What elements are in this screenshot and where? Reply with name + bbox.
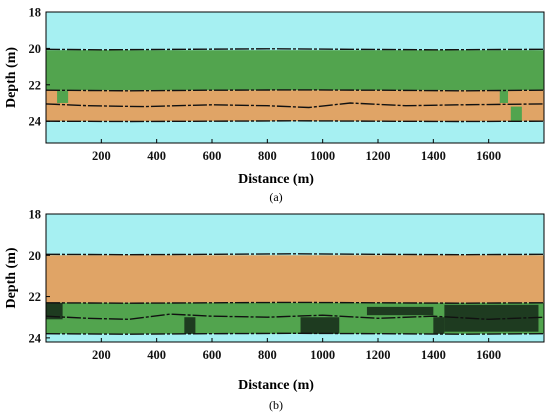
y-tick-label: 24 (29, 331, 42, 345)
boundary-line-b-2 (45, 313, 545, 321)
y-tick-label: 18 (29, 6, 42, 20)
boundary-line-a-1 (45, 89, 545, 92)
y-tick-label: 20 (29, 42, 42, 56)
caption-b: (b) (269, 398, 283, 412)
plot-frame-a (45, 11, 545, 144)
layer-dark-b-7 (366, 306, 434, 316)
x-tick-label: 200 (92, 348, 111, 362)
x-tick-label: 1000 (310, 348, 335, 362)
boundary-line-a-2 (45, 102, 545, 109)
layer-dark-b-4 (300, 317, 340, 334)
layer-green-a-0 (46, 50, 544, 91)
layer-dark-b-5 (433, 317, 445, 334)
layer-dark-b-3 (184, 317, 196, 334)
layer-orange-b-0 (46, 255, 544, 303)
y-axis-label-b: Depth (m) (4, 247, 19, 308)
x-tick-label: 800 (258, 149, 277, 163)
caption-a: (a) (269, 190, 282, 204)
chart-panel-a: 200 400 600 800 1000 1200 1400 1600 18 20 22 24 Dis… (4, 6, 545, 204)
layer-green-a-3 (499, 90, 509, 103)
boundary-line-a-0 (45, 48, 545, 51)
x-tick-label: 1200 (366, 149, 391, 163)
x-axis-label-b: Distance (m) (238, 378, 314, 393)
x-tick-label: 600 (203, 348, 222, 362)
x-tick-label: 1000 (310, 149, 335, 163)
layer-dark-b-6 (444, 304, 539, 332)
plot-frame-b (45, 213, 545, 343)
x-axis-label-a: Distance (m) (238, 172, 314, 187)
layer-green-a-2 (57, 90, 69, 103)
y-tick-label: 18 (29, 208, 42, 222)
x-tick-label: 1400 (421, 149, 446, 163)
boundary-line-b-1 (45, 301, 545, 304)
x-tick-label: 1600 (476, 149, 501, 163)
chart-panel-b: 200 400 600 800 1000 1200 1400 1600 18 20 22 24 Dis… (4, 208, 545, 412)
x-tick-label: 200 (92, 149, 111, 163)
x-tick-label: 400 (147, 149, 166, 163)
y-tick-label: 20 (29, 249, 42, 263)
layer-dark-b-2 (46, 302, 63, 320)
x-tick-label: 1200 (366, 348, 391, 362)
y-tick-label: 22 (29, 78, 42, 92)
x-tick-label: 600 (203, 149, 222, 163)
boundary-line-b-3 (45, 332, 545, 335)
x-tick-label: 1400 (421, 348, 446, 362)
x-tick-label: 800 (258, 348, 277, 362)
y-axis-label-a: Depth (m) (4, 47, 19, 108)
y-tick-label: 22 (29, 290, 42, 304)
x-tick-label: 400 (147, 348, 166, 362)
boundary-line-a-3 (45, 120, 545, 123)
boundary-line-b-0 (45, 253, 545, 256)
layer-orange-a-1 (46, 90, 544, 122)
y-tick-label: 24 (29, 115, 42, 129)
x-tick-label: 1600 (476, 348, 501, 362)
layer-green-a-4 (510, 106, 522, 122)
